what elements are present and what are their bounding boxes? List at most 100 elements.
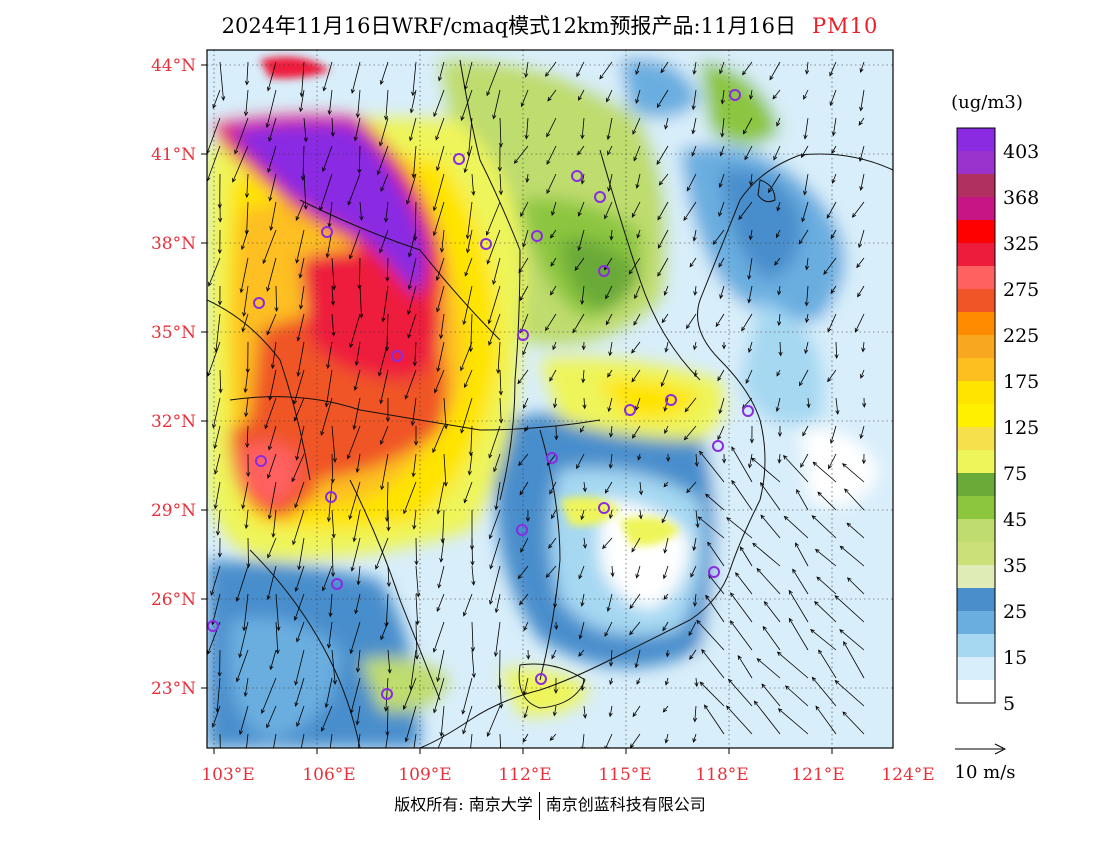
wind-vector-icon	[433, 677, 445, 714]
city-circle-icon	[516, 524, 528, 536]
wind-vector-icon	[486, 229, 501, 265]
wind-vector-icon	[843, 640, 865, 679]
wind-vector-icon	[244, 173, 250, 199]
wind-vector-icon	[720, 117, 725, 138]
wind-vector-icon	[694, 677, 699, 688]
wind-vector-icon	[213, 481, 221, 510]
city-circle-icon	[331, 578, 343, 590]
city-circle-icon	[712, 440, 724, 452]
wind-vector-icon	[485, 201, 501, 236]
wind-vector-icon	[818, 649, 837, 679]
colorbar-label: 75	[1003, 463, 1027, 485]
wind-vector-icon	[638, 481, 644, 496]
wind-vector-icon	[518, 257, 529, 274]
wind-vector-icon	[704, 493, 725, 511]
wind-vector-icon	[303, 117, 308, 143]
city-circle-icon	[598, 502, 610, 514]
wind-vector-icon	[629, 621, 641, 636]
copyright-right: 南京创蓝科技有限公司	[545, 795, 706, 814]
wind-vector-icon	[683, 425, 697, 441]
wind-vector-icon	[663, 593, 669, 601]
wind-vector-icon	[352, 397, 361, 431]
wind-vector-icon	[212, 397, 221, 429]
wind-vector-icon	[294, 649, 305, 686]
wind-vector-icon	[498, 397, 504, 424]
wind-vector-icon	[776, 201, 781, 212]
wind-vector-icon	[768, 173, 781, 194]
wind-vector-icon	[690, 565, 697, 578]
wind-vector-icon	[551, 509, 557, 520]
wind-vector-icon	[436, 481, 445, 515]
wind-vector-icon	[578, 565, 585, 580]
wind-vector-icon	[268, 173, 277, 202]
wind-vector-icon	[859, 89, 865, 112]
wind-vector-icon	[830, 425, 837, 444]
wind-reference: 10 m/s	[955, 743, 1016, 783]
wind-vector-icon	[803, 117, 809, 140]
wind-vector-icon	[523, 397, 529, 409]
wind-vector-icon	[858, 117, 865, 126]
wind-vector-icon	[631, 425, 641, 439]
wind-vector-icon	[775, 397, 781, 413]
wind-vector-icon	[788, 589, 809, 623]
wind-vector-field	[207, 61, 867, 748]
wind-vector-icon	[295, 425, 305, 461]
wind-vector-icon	[830, 285, 837, 294]
wind-vector-icon	[299, 285, 305, 310]
city-circle-icon	[325, 491, 337, 503]
wind-vector-icon	[498, 117, 503, 148]
wind-vector-icon	[468, 425, 473, 457]
wind-vector-icon	[275, 621, 280, 655]
wind-vector-icon	[831, 145, 837, 154]
wind-vector-icon	[834, 595, 865, 623]
wind-vector-icon	[355, 649, 361, 673]
wind-vector-icon	[664, 677, 669, 686]
wind-vector-icon	[830, 229, 837, 240]
wind-vector-icon	[783, 515, 809, 539]
colorbar-swatch	[957, 151, 995, 174]
wind-vector-icon	[699, 681, 725, 707]
colorbar-label: 275	[1003, 279, 1039, 301]
wind-vector-icon	[353, 117, 361, 142]
wind-vector-icon	[460, 341, 473, 372]
colorbar-swatch	[957, 197, 995, 220]
wind-vector-icon	[352, 509, 361, 543]
wind-vector-icon	[271, 509, 277, 538]
wind-vector-icon	[498, 173, 503, 196]
wind-vector-icon	[688, 621, 697, 637]
wind-vector-icon	[827, 369, 837, 383]
copyright-line: 版权所有: 南京大学 南京创蓝科技有限公司	[0, 791, 1100, 820]
lon-label-115: 115°E	[598, 765, 651, 785]
wind-vector-icon	[553, 397, 558, 409]
wind-vector-icon	[412, 509, 417, 530]
wind-vector-icon	[742, 117, 753, 135]
lon-label-103: 103°E	[201, 765, 254, 785]
wind-vector-icon	[267, 537, 277, 559]
wind-vector-icon	[293, 397, 305, 422]
wind-vector-icon	[408, 229, 417, 258]
wind-vector-icon	[409, 89, 417, 114]
wind-vector-icon	[322, 565, 333, 592]
wind-vector-icon	[777, 313, 782, 327]
wind-vector-icon	[413, 426, 419, 446]
wind-vector-icon	[299, 733, 305, 748]
colorbar-label: 125	[1003, 417, 1039, 439]
wind-vector-icon	[663, 397, 669, 412]
wind-vector-icon	[498, 369, 503, 396]
wind-vector-icon	[607, 397, 613, 413]
wind-vector-icon	[294, 481, 305, 509]
wind-vector-icon	[471, 565, 476, 586]
wind-vector-icon	[657, 201, 669, 221]
wind-vector-icon	[461, 677, 473, 715]
wind-vector-icon	[788, 617, 809, 651]
wind-vector-icon	[662, 705, 669, 713]
wind-vector-icon	[631, 341, 641, 354]
wind-vector-icon	[798, 229, 809, 245]
wind-vector-icon	[604, 201, 613, 220]
wind-vector-icon	[437, 565, 445, 589]
wind-vector-icon	[407, 285, 417, 316]
wind-vector-icon	[208, 257, 221, 287]
wind-vector-icon	[842, 711, 865, 735]
wind-vector-icon	[217, 285, 222, 306]
wind-vector-icon	[777, 425, 783, 438]
